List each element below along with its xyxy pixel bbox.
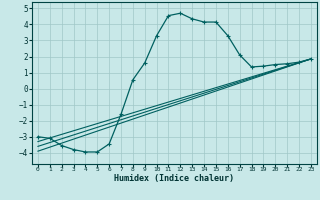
X-axis label: Humidex (Indice chaleur): Humidex (Indice chaleur) bbox=[115, 174, 234, 183]
